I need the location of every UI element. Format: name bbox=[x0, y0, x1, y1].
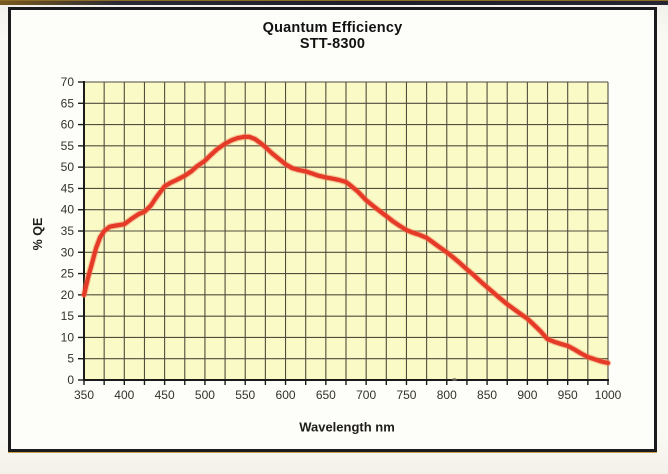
y-tick-label: 40 bbox=[61, 203, 75, 217]
x-tick-label: 500 bbox=[195, 388, 215, 402]
y-tick-label: 5 bbox=[67, 352, 74, 366]
chart-title-line1: Quantum Efficiency bbox=[262, 20, 403, 36]
y-tick-label: 45 bbox=[61, 181, 75, 195]
chart-title-line2: STT-8300 bbox=[299, 36, 366, 52]
x-tick-label: 450 bbox=[155, 388, 175, 402]
x-tick-label: 800 bbox=[437, 388, 457, 402]
y-tick-label: 60 bbox=[61, 118, 75, 132]
x-tick-label: 550 bbox=[235, 388, 255, 402]
chart-title: Quantum Efficiency STT-8300 bbox=[11, 20, 654, 52]
y-tick-label: 15 bbox=[61, 309, 75, 323]
x-tick-label: 350 bbox=[74, 388, 94, 402]
x-tick-label: 650 bbox=[316, 388, 336, 402]
scan-speck bbox=[452, 378, 457, 381]
y-tick-label: 55 bbox=[61, 139, 75, 153]
y-tick-label: 20 bbox=[61, 288, 75, 302]
y-tick-label: 50 bbox=[61, 160, 75, 174]
y-tick-label: 0 bbox=[67, 373, 74, 387]
qe-line-chart: 350 400 450 500 550 600 650 700 750 800 850 900 950 1… bbox=[61, 75, 622, 402]
y-tick-label: 65 bbox=[61, 96, 75, 110]
chart-frame: 350 400 450 500 550 600 650 700 750 800 850 900 950 1… bbox=[8, 7, 657, 452]
photo-top-edge bbox=[0, 0, 668, 5]
x-tick-label: 750 bbox=[396, 388, 416, 402]
x-tick-label: 1000 bbox=[595, 388, 622, 402]
y-tick-label: 35 bbox=[61, 224, 75, 238]
x-tick-label: 400 bbox=[114, 388, 134, 402]
x-tick-label: 600 bbox=[276, 388, 296, 402]
x-tick-label: 950 bbox=[558, 388, 578, 402]
y-tick-label: 25 bbox=[61, 267, 75, 281]
x-tick-label: 900 bbox=[517, 388, 537, 402]
y-axis-label: % QE bbox=[31, 217, 45, 251]
x-tick-label: 700 bbox=[356, 388, 376, 402]
x-axis-label: Wavelength nm bbox=[299, 419, 395, 435]
y-tick-label: 70 bbox=[61, 75, 75, 89]
y-tick-label: 10 bbox=[61, 330, 75, 344]
y-tick-label: 30 bbox=[61, 245, 75, 259]
qe-curve bbox=[81, 134, 611, 366]
x-tick-label: 850 bbox=[477, 388, 497, 402]
